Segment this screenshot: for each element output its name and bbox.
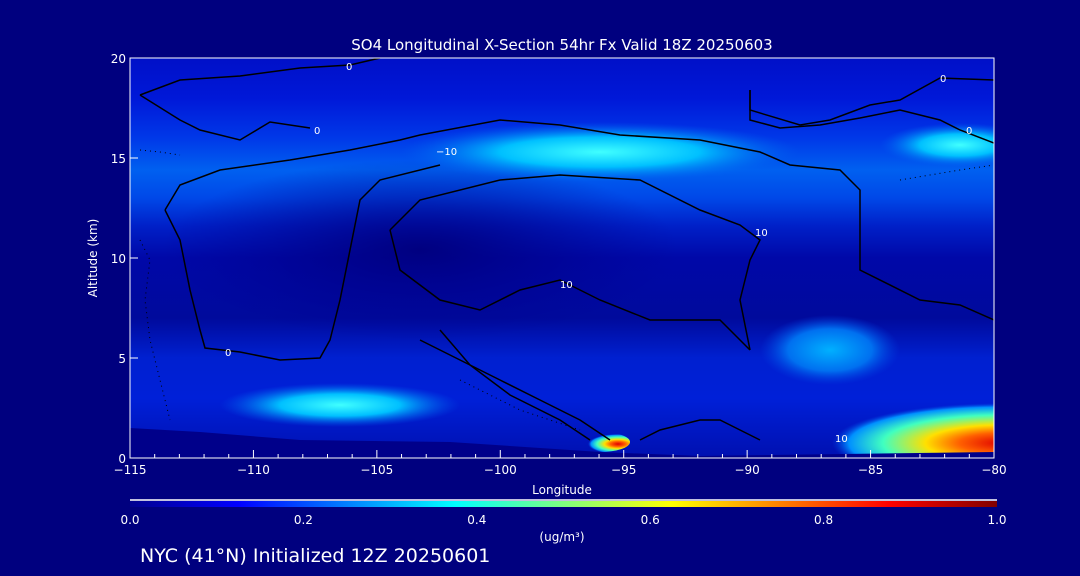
contour-label: 10 bbox=[835, 434, 848, 445]
plot-field: 0 0 0 0 −10 10 10 10 0 bbox=[130, 58, 994, 458]
x-tick-label: −95 bbox=[611, 463, 636, 477]
contour-label: 10 bbox=[560, 280, 573, 291]
contour-label: 0 bbox=[346, 62, 352, 73]
y-axis-label: Altitude (km) bbox=[86, 219, 100, 298]
contour-label: 0 bbox=[966, 126, 972, 137]
x-tick-label: −80 bbox=[981, 463, 1006, 477]
y-tick-label: 10 bbox=[111, 252, 126, 266]
colorbar-tick-label: 0.2 bbox=[294, 513, 313, 527]
x-tick-label: −85 bbox=[858, 463, 883, 477]
y-tick-label: 20 bbox=[111, 52, 126, 66]
chart-title: SO4 Longitudinal X-Section 54hr Fx Valid… bbox=[351, 36, 772, 54]
contour-label: 0 bbox=[314, 126, 320, 137]
colorbar-tick-label: 0.8 bbox=[814, 513, 833, 527]
contours bbox=[139, 58, 994, 441]
colorbar-ticks: 0.0 0.2 0.4 0.6 0.8 1.0 bbox=[120, 513, 1006, 527]
contour-label: 10 bbox=[755, 228, 768, 239]
field-mid-right-maximum bbox=[760, 315, 900, 385]
footer-label: NYC (41°N) Initialized 12Z 20250601 bbox=[140, 545, 490, 567]
contour-label: 0 bbox=[940, 74, 946, 85]
contour-label: −10 bbox=[436, 147, 457, 158]
field-low-left-maximum bbox=[220, 383, 460, 427]
colorbar bbox=[130, 501, 997, 507]
field-surface-maximum bbox=[730, 395, 994, 458]
x-axis-label: Longitude bbox=[532, 483, 592, 497]
x-tick-label: −90 bbox=[734, 463, 759, 477]
field-upper-maximum bbox=[400, 122, 800, 182]
field-low-region bbox=[160, 160, 680, 340]
colorbar-units: (ug/m³) bbox=[539, 530, 584, 544]
y-tick-label: 0 bbox=[118, 452, 126, 466]
colorbar-tick-label: 0.6 bbox=[641, 513, 660, 527]
y-tick-label: 15 bbox=[111, 152, 126, 166]
field-small-maximum bbox=[570, 432, 630, 452]
y-tick-label: 5 bbox=[118, 352, 126, 366]
contour-labels: 0 0 0 0 −10 10 10 10 0 bbox=[225, 62, 972, 445]
x-tick-label: −105 bbox=[360, 463, 393, 477]
colorbar-tick-label: 1.0 bbox=[987, 513, 1006, 527]
negative-contours bbox=[139, 149, 994, 431]
x-tick-label: −115 bbox=[114, 463, 147, 477]
x-tick-label: −100 bbox=[484, 463, 517, 477]
contour-label: 0 bbox=[225, 348, 231, 359]
colorbar-tick-label: 0.4 bbox=[467, 513, 486, 527]
x-tick-label: −110 bbox=[237, 463, 270, 477]
terrain-mask bbox=[130, 428, 994, 458]
colorbar-tick-label: 0.0 bbox=[120, 513, 139, 527]
field-upper-right-maximum bbox=[880, 123, 994, 167]
